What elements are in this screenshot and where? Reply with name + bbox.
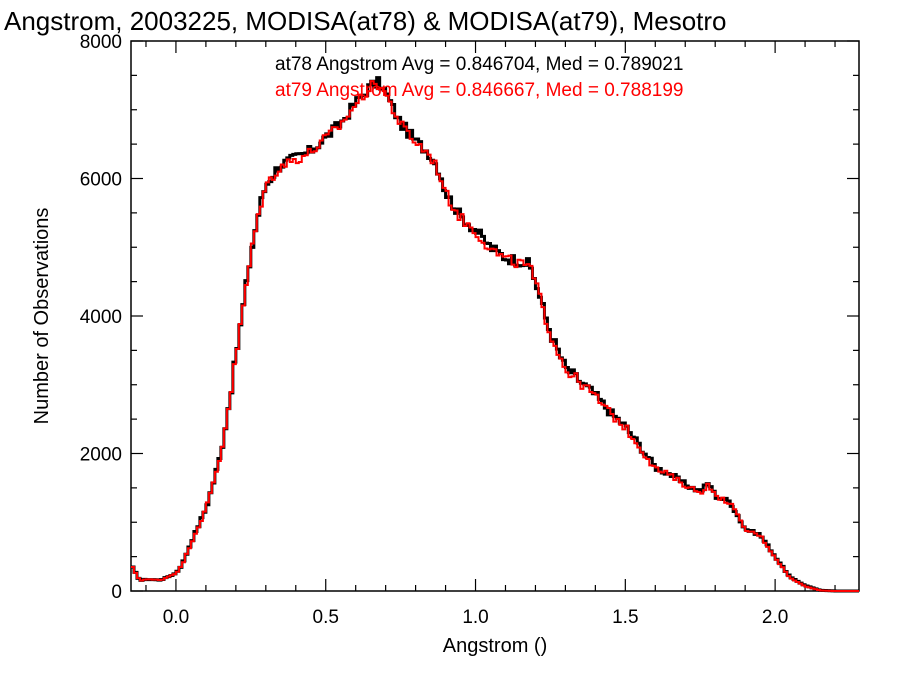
x-tick-label: 0.5 bbox=[313, 607, 339, 628]
plot-frame bbox=[130, 40, 860, 592]
annotation-at78-stats: at78 Angstrom Avg = 0.846704, Med = 0.78… bbox=[275, 54, 683, 75]
x-axis: 0.0 0.5 1.0 1.5 2.0 bbox=[145, 41, 836, 628]
y-tick-label: 0 bbox=[111, 582, 122, 603]
x-tick-label: 2.0 bbox=[762, 607, 788, 628]
annotation-at79-stats: at79 Angstrom Avg = 0.846667, Med = 0.78… bbox=[275, 80, 683, 101]
series-at78-line bbox=[131, 76, 859, 593]
series-group bbox=[131, 76, 859, 593]
chart-title: Angstrom, 2003225, MODISA(at78) & MODISA… bbox=[4, 6, 727, 36]
y-tick-label: 8000 bbox=[80, 32, 122, 53]
y-axis-label: Number of Observations bbox=[31, 208, 53, 425]
x-tick-label: 1.5 bbox=[612, 607, 638, 628]
y-tick-label: 4000 bbox=[80, 307, 122, 328]
x-axis-label: Angstrom () bbox=[443, 635, 547, 657]
series-at79-line bbox=[131, 80, 859, 592]
x-tick-label: 0.0 bbox=[163, 607, 189, 628]
y-tick-label: 6000 bbox=[80, 170, 122, 191]
y-tick-label: 2000 bbox=[80, 445, 122, 466]
y-axis: 0 2000 4000 6000 8000 bbox=[80, 32, 859, 603]
x-tick-label: 1.0 bbox=[462, 607, 488, 628]
